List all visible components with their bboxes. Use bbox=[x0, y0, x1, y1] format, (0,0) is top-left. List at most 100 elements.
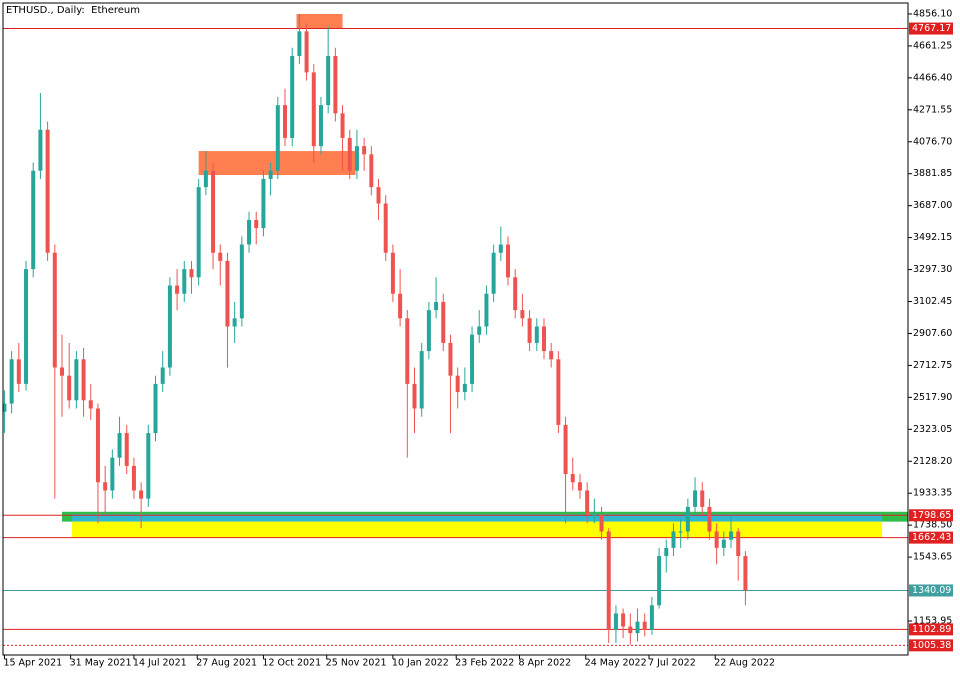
y-tick-label: 4661.25 bbox=[913, 40, 952, 51]
candle-body bbox=[2, 403, 7, 412]
candle-body bbox=[45, 129, 50, 253]
candle-body bbox=[412, 383, 417, 409]
y-tick-label: 2907.60 bbox=[913, 328, 952, 339]
candle-body bbox=[196, 187, 201, 278]
candle-body bbox=[506, 244, 511, 278]
level-label: 1005.38 bbox=[912, 640, 951, 651]
candle-body bbox=[9, 359, 14, 404]
candle-body bbox=[304, 31, 309, 73]
level-label-box bbox=[909, 22, 953, 35]
candle-body bbox=[218, 252, 223, 261]
candle-body bbox=[318, 105, 323, 147]
x-tick-label: 24 May 2022 bbox=[585, 658, 647, 669]
candle-body bbox=[326, 55, 331, 106]
y-tick-label: 2128.20 bbox=[913, 456, 952, 467]
candle-body bbox=[52, 252, 57, 368]
candle-body bbox=[657, 556, 662, 606]
candle-body bbox=[117, 433, 122, 458]
candle-body bbox=[549, 351, 554, 360]
candle-body bbox=[16, 359, 21, 384]
candle-body bbox=[247, 219, 252, 245]
candle-body bbox=[103, 482, 108, 491]
candle-body bbox=[175, 285, 180, 294]
y-tick-label: 4466.40 bbox=[913, 72, 952, 83]
candle-body bbox=[613, 613, 618, 630]
candle-body bbox=[693, 490, 698, 507]
candle-body bbox=[182, 269, 187, 294]
candle-body bbox=[160, 367, 165, 384]
candle-body bbox=[88, 400, 93, 409]
candle-body bbox=[131, 465, 136, 491]
candle-body bbox=[211, 170, 216, 253]
candle-body bbox=[390, 252, 395, 294]
candle-body bbox=[585, 490, 590, 516]
candle-body bbox=[362, 146, 367, 155]
y-tick-label: 1153.95 bbox=[913, 616, 952, 627]
candle-body bbox=[470, 334, 475, 384]
x-tick-label: 10 Jan 2022 bbox=[392, 658, 449, 669]
candle-body bbox=[59, 367, 64, 376]
candle-body bbox=[736, 531, 741, 557]
candle-body bbox=[721, 539, 726, 548]
y-tick-label: 3297.30 bbox=[913, 264, 952, 275]
x-tick-label: 12 Oct 2021 bbox=[262, 658, 321, 669]
candle-body bbox=[743, 556, 748, 591]
y-tick-label: 1933.35 bbox=[913, 488, 952, 499]
x-tick-label: 8 Apr 2022 bbox=[519, 658, 572, 669]
candle-body bbox=[283, 105, 288, 138]
candle-body bbox=[124, 433, 129, 466]
candle-body bbox=[354, 146, 359, 171]
candle-body bbox=[95, 408, 100, 483]
y-tick-label: 4856.10 bbox=[913, 8, 952, 19]
x-tick-label: 25 Nov 2021 bbox=[326, 658, 387, 669]
candle-body bbox=[434, 301, 439, 311]
candle-body bbox=[477, 326, 482, 335]
candle-body bbox=[513, 277, 518, 311]
candle-body bbox=[297, 31, 302, 56]
candle-body bbox=[74, 359, 79, 401]
level-label: 1662.43 bbox=[912, 532, 951, 543]
candle-body bbox=[606, 531, 611, 630]
candle-body bbox=[621, 613, 626, 627]
y-tick-label: 2712.75 bbox=[913, 360, 952, 371]
candle-body bbox=[448, 342, 453, 376]
y-tick-label: 1738.50 bbox=[913, 520, 952, 531]
x-tick-label: 14 Jul 2021 bbox=[133, 658, 187, 669]
chart-title: ETHUSD., Daily: Ethereum bbox=[6, 5, 140, 16]
candle-body bbox=[729, 531, 734, 540]
candle-body bbox=[700, 490, 705, 507]
candle-body bbox=[67, 375, 72, 401]
candle-body bbox=[232, 318, 237, 327]
y-tick-label: 4271.55 bbox=[913, 104, 952, 115]
y-tick-label: 3881.85 bbox=[913, 168, 952, 179]
candle-body bbox=[405, 318, 410, 384]
candle-body bbox=[81, 359, 86, 401]
candle-body bbox=[419, 351, 424, 409]
candle-body bbox=[664, 547, 669, 557]
candle-body bbox=[671, 531, 676, 548]
candle-body bbox=[541, 326, 546, 352]
level-label: 1798.65 bbox=[912, 510, 951, 521]
candle-body bbox=[383, 203, 388, 253]
y-tick-label: 2323.05 bbox=[913, 424, 952, 435]
y-tick-label: 3687.00 bbox=[913, 200, 952, 211]
candle-body bbox=[290, 55, 295, 138]
candle-body bbox=[527, 318, 532, 343]
y-tick-label: 3102.45 bbox=[913, 296, 952, 307]
candle-body bbox=[24, 269, 29, 384]
candle-body bbox=[369, 154, 374, 188]
candle-body bbox=[110, 457, 115, 491]
candle-body bbox=[491, 252, 496, 294]
candle-body bbox=[261, 178, 266, 229]
candle-body bbox=[254, 219, 259, 229]
y-tick-label: 3492.15 bbox=[913, 232, 952, 243]
candle-body bbox=[376, 187, 381, 204]
candle-body bbox=[462, 383, 467, 393]
candle-body bbox=[455, 375, 460, 393]
candle-body bbox=[268, 170, 273, 179]
candle-body bbox=[642, 621, 647, 630]
candle-body bbox=[31, 170, 36, 270]
y-tick-label: 4076.70 bbox=[913, 136, 952, 147]
